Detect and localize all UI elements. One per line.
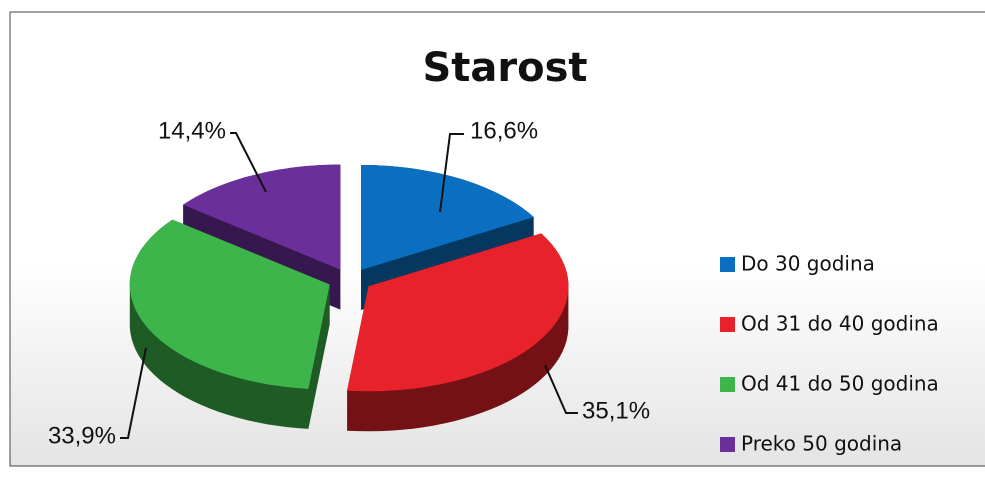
legend-label: Od 31 do 40 godina <box>741 312 939 336</box>
slice <box>129 219 330 389</box>
legend-swatch <box>720 377 735 392</box>
legend-label: Do 30 godina <box>741 252 875 276</box>
legend-swatch <box>720 317 735 332</box>
data-label: 33,9% <box>48 422 116 449</box>
slice <box>361 165 534 270</box>
leader-line <box>120 347 147 439</box>
data-label: 14,4% <box>158 117 226 144</box>
data-label: 35,1% <box>582 397 650 424</box>
leader-line <box>544 364 578 414</box>
slice <box>183 164 341 270</box>
legend-swatch <box>720 257 735 272</box>
slice <box>347 233 569 392</box>
chart-title: Starost <box>422 45 587 91</box>
legend-label: Od 41 do 50 godina <box>741 372 939 396</box>
legend-swatch <box>720 437 735 452</box>
data-label: 16,6% <box>470 117 538 144</box>
legend-label: Preko 50 godina <box>741 432 902 456</box>
leader-line <box>439 133 464 213</box>
leader-line <box>230 132 267 193</box>
